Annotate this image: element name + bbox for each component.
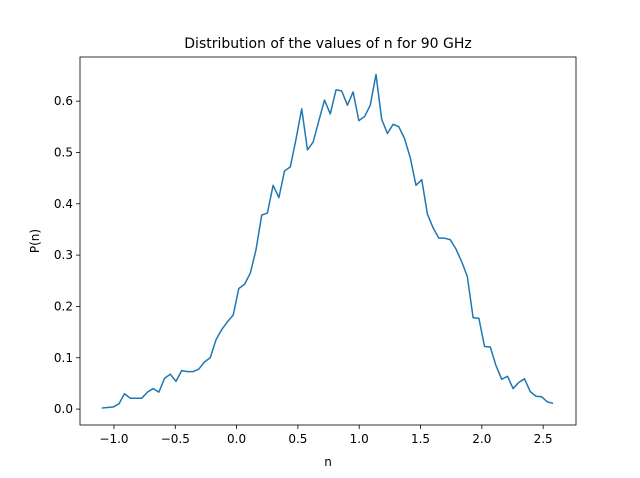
x-tick-label: 0.5 xyxy=(288,432,307,446)
x-tick-label: 2.5 xyxy=(534,432,553,446)
y-tick-label: 0.2 xyxy=(54,299,73,313)
y-tick-label: 0.0 xyxy=(54,402,73,416)
y-tick-label: 0.4 xyxy=(54,197,73,211)
y-axis-label: P(n) xyxy=(28,229,42,253)
y-tick-label: 0.3 xyxy=(54,248,73,262)
axes-frame xyxy=(79,56,577,426)
x-tick-label: −1.0 xyxy=(99,432,128,446)
data-line xyxy=(101,73,554,409)
x-axis-label: n xyxy=(324,455,332,469)
x-tick-label: −0.5 xyxy=(161,432,190,446)
x-tick-label: 1.0 xyxy=(350,432,369,446)
y-tick-label: 0.6 xyxy=(54,94,73,108)
x-tick-label: 0.0 xyxy=(227,432,246,446)
y-tick-label: 0.5 xyxy=(54,145,73,159)
x-tick-label: 2.0 xyxy=(472,432,491,446)
x-tick-label: 1.5 xyxy=(411,432,430,446)
y-tick-label: 0.1 xyxy=(54,351,73,365)
chart-title: Distribution of the values of n for 90 G… xyxy=(184,36,471,52)
